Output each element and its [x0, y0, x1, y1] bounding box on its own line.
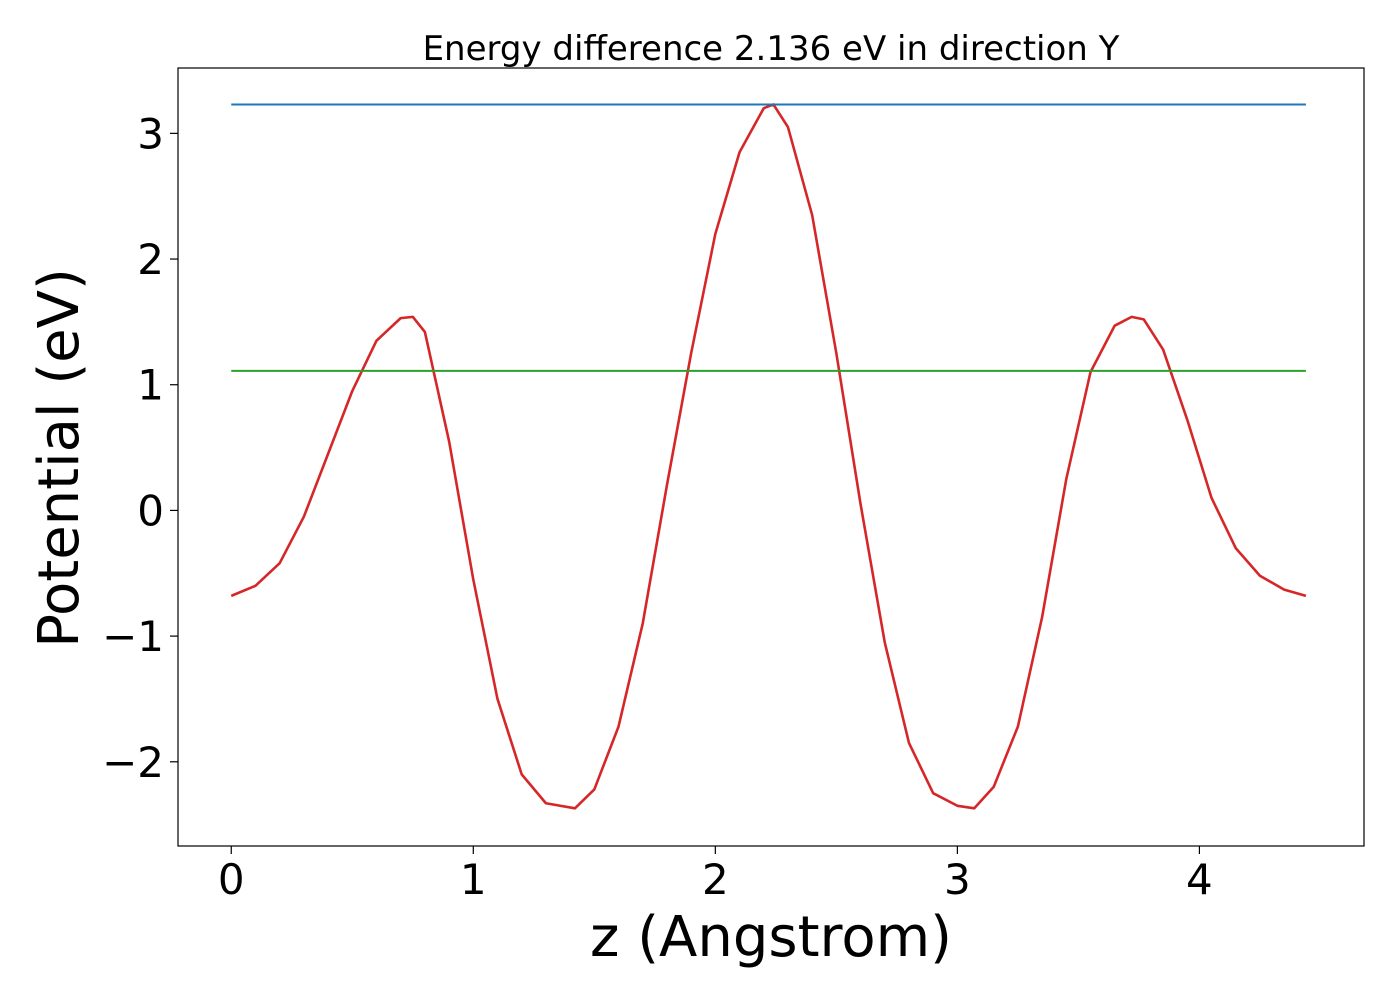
x-tick-label: 1 [460, 855, 487, 904]
y-tick-label: 3 [137, 109, 164, 158]
y-tick-label: 1 [137, 361, 164, 410]
x-tick-label: 3 [944, 855, 971, 904]
y-tick-label: −1 [102, 612, 164, 661]
plot-frame [177, 67, 1365, 847]
y-tick-label: −2 [102, 738, 164, 787]
plot-area: 0 1 2 3 4 −2 −1 0 1 2 3 [102, 67, 1365, 904]
chart-title: Energy difference 2.136 eV in direction … [423, 29, 1120, 69]
x-tick-label: 2 [702, 855, 729, 904]
y-axis-label: Potential (eV) [27, 268, 92, 648]
x-tick-label: 0 [218, 855, 245, 904]
x-axis-label: z (Angstrom) [590, 905, 952, 970]
y-tick-label: 0 [137, 486, 164, 535]
potential-curve [230, 103, 1307, 810]
y-tick-label: 2 [137, 235, 164, 284]
x-tick-label: 4 [1186, 855, 1213, 904]
